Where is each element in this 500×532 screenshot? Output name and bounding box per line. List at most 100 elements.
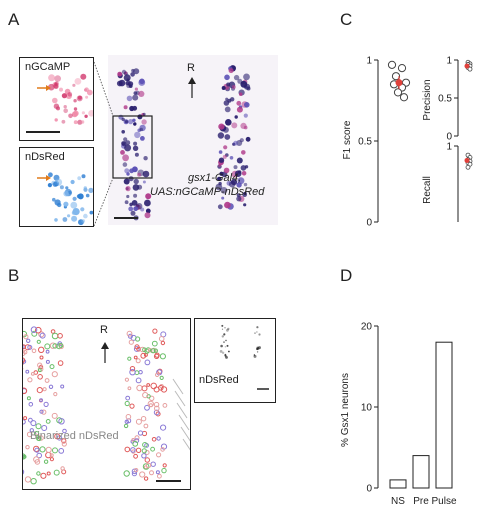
y-tick-label: 1 (366, 56, 372, 67)
binarized-nucleus (39, 355, 44, 360)
cell-dot (231, 85, 236, 89)
binarized-nucleus (155, 411, 161, 417)
x-tick-label: Pulse (431, 496, 456, 507)
binarized-nucleus (49, 364, 55, 370)
f1-point (393, 88, 403, 97)
cell-dot (124, 168, 130, 174)
ngcamp-nucleus (54, 75, 61, 82)
binarized-nucleus (142, 442, 148, 448)
binarized-nucleus (156, 452, 162, 458)
ndsred-nucleus (63, 201, 69, 207)
binarized-nucleus (26, 431, 33, 438)
binarized-nucleus (134, 344, 140, 350)
inset-ngcamp-image (26, 73, 93, 133)
binarized-nucleus (52, 343, 58, 349)
cell-dot (224, 134, 231, 140)
cell-dot (236, 100, 242, 106)
cell-dot (125, 186, 131, 192)
binarized-nucleus (23, 359, 27, 364)
binarized-nucleus (129, 369, 136, 376)
cell-dot (144, 199, 151, 207)
binarized-nucleus (133, 355, 138, 360)
binarized-nucleus (53, 392, 58, 397)
ndsred-nucleus (48, 172, 53, 178)
cell-dot (240, 165, 247, 171)
binarized-nucleus (141, 385, 148, 392)
cell-dot (133, 178, 139, 185)
ndsred-nucleus (89, 210, 93, 215)
ndsred-nucleus (88, 187, 93, 193)
cell-dot (126, 78, 130, 82)
ndsred-nucleus (52, 181, 58, 187)
cell-dot (224, 106, 231, 113)
inset-nucleus (256, 326, 259, 329)
cell-dot (141, 119, 147, 125)
cell-dot (241, 171, 247, 176)
ngcamp-nucleus (77, 95, 82, 100)
panel-b-letter: B (8, 266, 20, 285)
ndsred-nucleus (77, 193, 84, 200)
cell-dot (217, 176, 222, 181)
cell-dot (143, 156, 148, 161)
y-tick-label: 0.5 (358, 137, 372, 148)
cell-dot (145, 193, 152, 200)
binarized-nucleus (133, 346, 140, 352)
cell-dot (243, 191, 247, 195)
x-tick-label: Pre (413, 496, 429, 507)
binarized-nucleus (36, 387, 43, 394)
binarized-nucleus (145, 347, 151, 353)
ndsred-nucleus (54, 218, 58, 222)
cell-dot (226, 82, 231, 87)
binarized-nucleus (153, 348, 159, 353)
binarized-nucleus (134, 468, 139, 473)
binarized-nucleus (160, 424, 167, 431)
binarized-nucleus (28, 417, 33, 423)
cell-dot (128, 81, 134, 87)
ngcamp-nucleus (73, 107, 78, 111)
panel-b-arrow-head (101, 342, 109, 349)
ngcamp-nucleus (73, 120, 78, 125)
binarized-nucleus (151, 340, 158, 347)
cell-dot (121, 69, 127, 75)
binarized-nucleus (123, 423, 129, 429)
inset-nucleus (228, 350, 230, 353)
inset-nucleus (253, 354, 257, 358)
y-tick-label: 0.5 (438, 94, 452, 105)
f1-point (399, 93, 409, 102)
ndsred-nucleus (83, 213, 88, 219)
ndsred-nucleus (52, 197, 56, 202)
binarized-nucleus (23, 469, 25, 475)
cell-dot (126, 194, 130, 199)
binarized-nucleus (155, 372, 160, 378)
cell-dot (125, 140, 131, 146)
binarized-nucleus (39, 409, 44, 414)
inset-nucleus (220, 344, 223, 348)
ngcamp-nucleus (80, 73, 87, 80)
binarized-nucleus (45, 359, 50, 364)
binarized-nucleus (51, 412, 58, 419)
y-tick-label: 20 (361, 322, 373, 333)
binarized-nucleus (39, 446, 46, 453)
binarized-nucleus (60, 466, 65, 471)
y-axis-label: F1 score (342, 120, 353, 159)
cell-dot (218, 163, 222, 168)
binarized-nucleus (161, 467, 167, 474)
cell-dot (121, 141, 127, 147)
precision-mean (464, 63, 470, 69)
binarized-nucleus (156, 369, 163, 376)
background-streak (180, 426, 190, 442)
ngcamp-nucleus (52, 97, 58, 104)
binarized-nucleus (140, 416, 147, 422)
cell-dot (129, 168, 135, 174)
binarized-nucleus (160, 386, 168, 393)
panel-b-main-label: Binarized nDsRed (30, 430, 119, 442)
cell-dot (124, 200, 129, 205)
binarized-nucleus (159, 375, 164, 381)
inset-nucleus (223, 333, 226, 336)
binarized-nucleus (23, 416, 28, 421)
binarized-nucleus (157, 473, 162, 479)
binarized-nucleus (40, 472, 47, 479)
binarized-nucleus (124, 446, 131, 453)
panel-c-chart: 0 0.5 1 F1 score 0 0.5 1 Precision 1 Recall (342, 56, 473, 229)
binarized-nucleus (61, 438, 67, 444)
